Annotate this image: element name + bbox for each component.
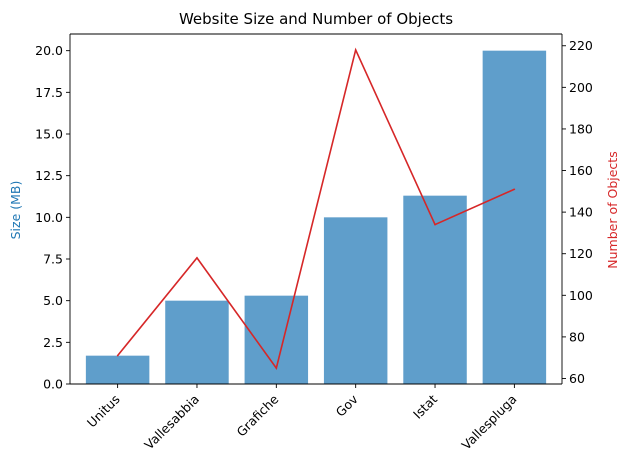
y-tick-label: 5.0 bbox=[43, 293, 63, 308]
y2-tick-label: 80 bbox=[569, 329, 585, 344]
y2-tick-label: 180 bbox=[569, 121, 593, 136]
y2-tick-label: 200 bbox=[569, 80, 593, 95]
x-tick-label-grafiche: Grafiche bbox=[233, 391, 281, 439]
objects-point-vallesabbia bbox=[196, 257, 198, 259]
y-tick-label: 0.0 bbox=[43, 377, 63, 392]
axes-layer bbox=[69, 33, 563, 385]
objects-point-istat bbox=[434, 223, 436, 226]
bar-unitus bbox=[85, 355, 150, 384]
x-tick-label-gov: Gov bbox=[333, 391, 362, 420]
x-tick-label-unitus: Unitus bbox=[84, 392, 123, 431]
y-tick-label: 7.5 bbox=[43, 252, 63, 267]
y-tick-label: 10.0 bbox=[35, 210, 63, 225]
y-axis-label: Size (MB) bbox=[8, 181, 23, 240]
y-tick-label: 20.0 bbox=[35, 43, 63, 58]
x-tick-label-istat: Istat bbox=[410, 391, 440, 421]
bar-vallespluga bbox=[482, 50, 547, 385]
y2-tick-label: 100 bbox=[569, 288, 593, 303]
y-tick-label: 12.5 bbox=[35, 168, 63, 183]
y-tick-label: 17.5 bbox=[35, 85, 63, 100]
bar-gov bbox=[323, 217, 388, 384]
objects-point-unitus bbox=[116, 354, 119, 357]
y2-tick-label: 220 bbox=[569, 38, 593, 53]
y2-tick-label: 120 bbox=[569, 246, 593, 261]
y2-tick-label: 140 bbox=[569, 205, 593, 220]
objects-point-gov bbox=[354, 49, 357, 51]
y-tick-label: 15.0 bbox=[35, 127, 63, 142]
y2-tick-label: 160 bbox=[569, 163, 593, 178]
x-tick-label-vallesabbia: Vallesabbia bbox=[141, 392, 202, 453]
bar-vallesabbia bbox=[165, 300, 229, 384]
y-tick-label: 2.5 bbox=[43, 335, 63, 350]
objects-line bbox=[116, 47, 515, 370]
bar-istat bbox=[403, 195, 467, 384]
y2-axis-label: Number of Objects bbox=[605, 151, 620, 268]
objects-point-vallespluga bbox=[513, 188, 516, 191]
bars-layer bbox=[85, 50, 547, 385]
x-tick-label-vallespluga: Vallespluga bbox=[458, 392, 519, 453]
y2-tick-label: 60 bbox=[569, 371, 585, 386]
bar-grafiche bbox=[244, 295, 309, 384]
line-layer bbox=[116, 47, 516, 370]
chart-title: Website Size and Number of Objects bbox=[179, 10, 453, 28]
objects-point-grafiche bbox=[275, 367, 278, 369]
